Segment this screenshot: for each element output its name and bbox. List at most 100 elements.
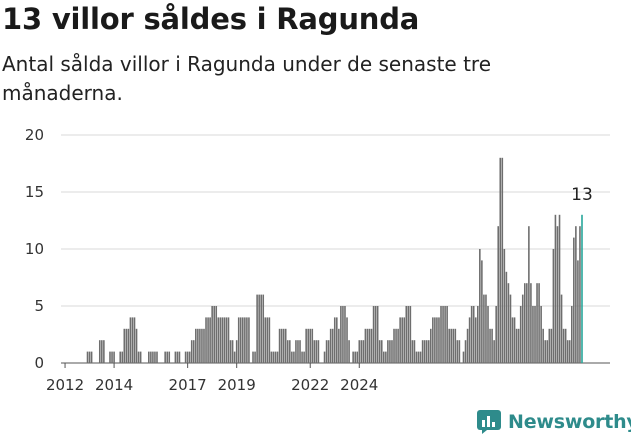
bar [139, 351, 142, 363]
bar [254, 351, 256, 363]
bar-latest [581, 214, 583, 363]
bar [368, 328, 371, 363]
bar [438, 317, 440, 363]
bar [133, 317, 136, 363]
bar [517, 328, 520, 363]
bar [211, 306, 213, 363]
bar [195, 328, 197, 363]
bar [562, 328, 565, 363]
newsworthy-wordmark: Newsworthy [508, 411, 631, 433]
bar [346, 317, 348, 363]
bar [385, 351, 387, 363]
bar [229, 340, 232, 363]
bar [90, 351, 93, 363]
bar [542, 328, 544, 363]
bar [378, 340, 381, 363]
bar [528, 226, 530, 363]
bar [483, 294, 485, 363]
bar [293, 351, 295, 363]
bar [495, 306, 497, 363]
bar [260, 294, 262, 363]
bar [450, 328, 453, 363]
bar [468, 317, 471, 363]
bar [370, 328, 373, 363]
bar [223, 317, 226, 363]
bar [366, 328, 369, 363]
bar [511, 317, 514, 363]
bar [148, 351, 150, 363]
bar [499, 157, 502, 363]
bar [519, 306, 522, 363]
bar [413, 340, 416, 363]
bar [262, 294, 265, 363]
bar [560, 294, 563, 363]
bar [556, 226, 559, 363]
bar [362, 340, 365, 363]
bar [579, 226, 581, 363]
bar [479, 249, 481, 363]
x-tick-label: 2019 [218, 376, 256, 394]
bar [152, 351, 154, 363]
bar [425, 340, 428, 363]
bar [123, 328, 126, 363]
bar [246, 317, 248, 363]
bar [231, 340, 234, 363]
bar [493, 340, 495, 363]
bar [286, 340, 289, 363]
bar [336, 317, 338, 363]
bar [203, 328, 205, 363]
bar [233, 351, 236, 363]
bar [119, 351, 122, 363]
bar [225, 317, 228, 363]
bar [419, 351, 422, 363]
x-tick-label: 2012 [46, 376, 84, 394]
bar [135, 328, 138, 363]
newsworthy-logo: Newsworthy [476, 409, 631, 435]
bar [380, 340, 383, 363]
bar [360, 340, 363, 363]
bar [476, 306, 479, 363]
bar [248, 317, 250, 363]
bar [464, 340, 467, 363]
bar [575, 226, 577, 363]
bar [352, 351, 354, 363]
bar [244, 317, 246, 363]
y-axis-ticks: 0 5 10 15 20 [25, 126, 44, 372]
bar [311, 328, 314, 363]
bar [297, 340, 299, 363]
bar [178, 351, 181, 363]
bar [199, 328, 201, 363]
bar [474, 317, 477, 363]
bar [409, 306, 412, 363]
bar [98, 340, 101, 363]
newsworthy-icon [477, 410, 501, 434]
bar [526, 283, 528, 363]
bar [395, 328, 397, 363]
bar [389, 340, 391, 363]
bar [325, 340, 328, 363]
bar [331, 328, 334, 363]
bar [393, 328, 395, 363]
bar [174, 351, 177, 363]
bar [472, 306, 475, 363]
bar [121, 351, 124, 363]
bar [481, 260, 483, 363]
bar [176, 351, 179, 363]
bar [407, 306, 410, 363]
bar [266, 317, 269, 363]
bar [485, 294, 487, 363]
bar [552, 249, 555, 363]
bar [401, 317, 403, 363]
bar [313, 340, 316, 363]
bar [548, 328, 551, 363]
bar [213, 306, 215, 363]
bar [399, 317, 401, 363]
bar-chart: 0 5 10 15 20 2012 2014 2017 2019 2022 2024 13 [25, 126, 610, 394]
bar [534, 306, 536, 363]
bar [270, 351, 273, 363]
bar [127, 328, 130, 363]
bar [440, 306, 442, 363]
bar [113, 351, 115, 363]
bar [374, 306, 377, 363]
bar [466, 328, 469, 363]
